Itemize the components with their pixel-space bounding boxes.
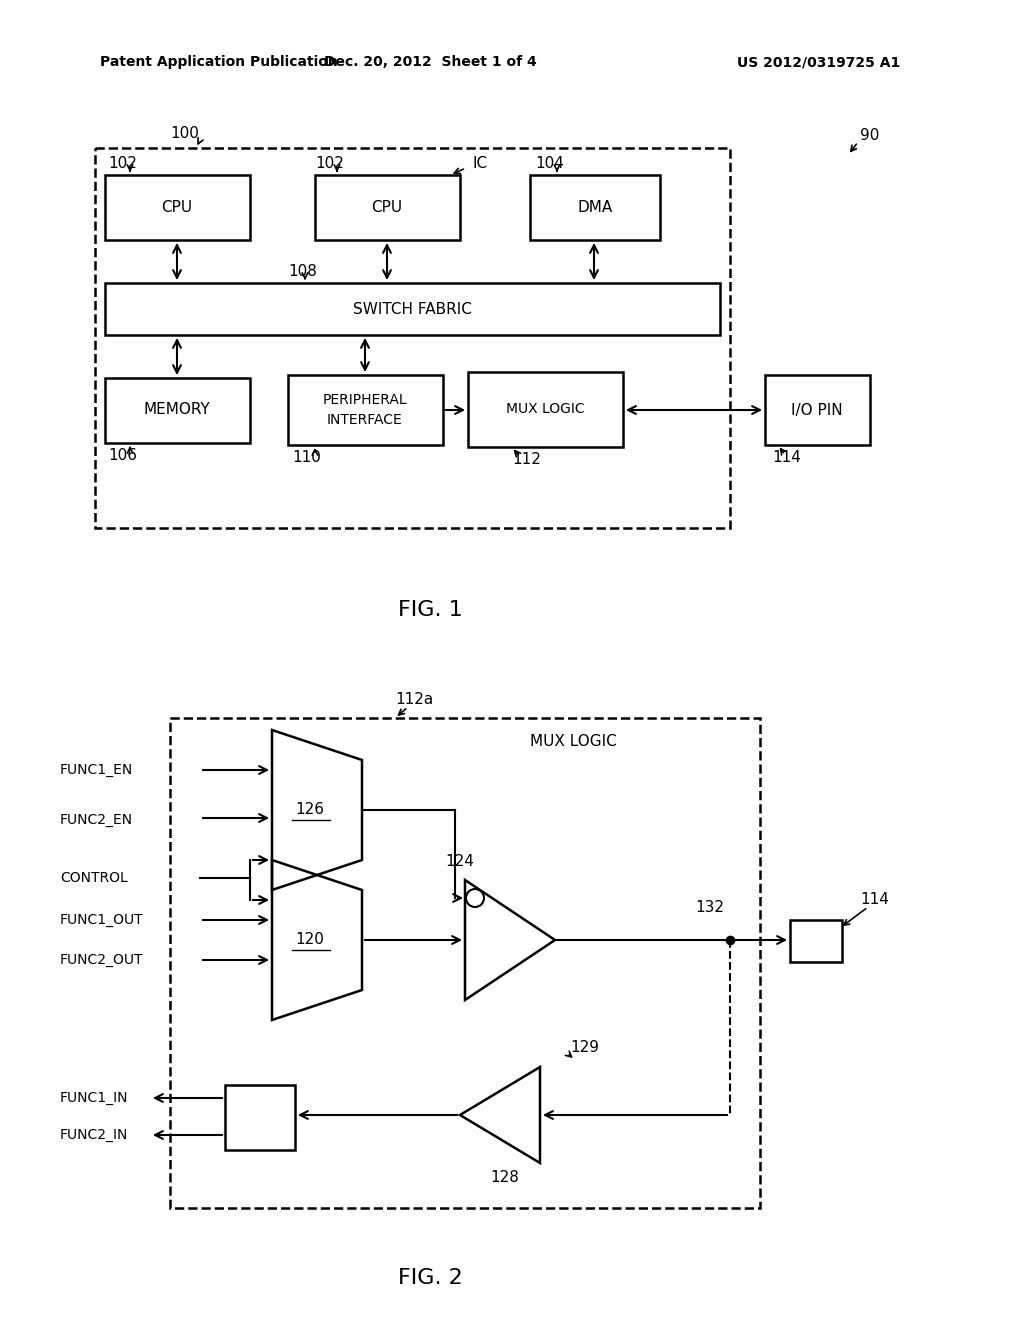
- Text: 124: 124: [445, 854, 474, 870]
- Bar: [105, 176, 250, 240]
- Text: 120: 120: [296, 932, 325, 948]
- Bar: [790, 920, 842, 962]
- Text: 112: 112: [512, 453, 541, 467]
- Bar: [288, 375, 443, 445]
- Bar: [105, 378, 250, 444]
- Text: 106: 106: [108, 447, 137, 462]
- Bar: [225, 1085, 295, 1150]
- Text: 110: 110: [292, 450, 321, 466]
- Text: SWITCH FABRIC: SWITCH FABRIC: [352, 301, 471, 317]
- Text: FIG. 1: FIG. 1: [397, 601, 463, 620]
- Text: 102: 102: [108, 156, 137, 170]
- Text: Patent Application Publication: Patent Application Publication: [100, 55, 338, 69]
- Text: 114: 114: [860, 892, 889, 908]
- Bar: [105, 282, 720, 335]
- Bar: [765, 375, 870, 445]
- Bar: [170, 718, 760, 1208]
- Bar: [468, 372, 623, 447]
- Text: 112a: 112a: [395, 693, 433, 708]
- Text: US 2012/0319725 A1: US 2012/0319725 A1: [736, 55, 900, 69]
- Text: FUNC1_EN: FUNC1_EN: [60, 763, 133, 777]
- Text: 104: 104: [535, 156, 564, 170]
- Text: MUX LOGIC: MUX LOGIC: [506, 403, 585, 416]
- Text: 108: 108: [288, 264, 316, 279]
- Text: CPU: CPU: [162, 199, 193, 214]
- Text: DMA: DMA: [578, 201, 612, 215]
- Text: 129: 129: [570, 1040, 599, 1056]
- Text: 90: 90: [860, 128, 880, 143]
- Text: FIG. 2: FIG. 2: [397, 1269, 463, 1288]
- Text: 100: 100: [171, 125, 200, 140]
- Text: FUNC2_EN: FUNC2_EN: [60, 813, 133, 828]
- Bar: [315, 176, 460, 240]
- Text: CPU: CPU: [372, 199, 402, 214]
- Text: 128: 128: [490, 1170, 519, 1184]
- Text: I/O PIN: I/O PIN: [792, 403, 843, 417]
- Text: IC: IC: [472, 156, 487, 170]
- Text: FUNC1_IN: FUNC1_IN: [60, 1092, 128, 1105]
- Text: Dec. 20, 2012  Sheet 1 of 4: Dec. 20, 2012 Sheet 1 of 4: [324, 55, 537, 69]
- Text: 102: 102: [315, 156, 344, 170]
- Text: 132: 132: [695, 900, 724, 916]
- Text: PERIPHERAL: PERIPHERAL: [323, 393, 408, 407]
- Text: FUNC2_OUT: FUNC2_OUT: [60, 953, 143, 968]
- Bar: [95, 148, 730, 528]
- Text: 114: 114: [772, 450, 801, 466]
- Text: INTERFACE: INTERFACE: [327, 413, 402, 426]
- Text: FUNC1_OUT: FUNC1_OUT: [60, 913, 143, 927]
- Text: MUX LOGIC: MUX LOGIC: [530, 734, 616, 750]
- Text: MEMORY: MEMORY: [143, 403, 210, 417]
- Bar: [530, 176, 660, 240]
- Text: CONTROL: CONTROL: [60, 871, 128, 884]
- Text: 126: 126: [296, 803, 325, 817]
- Text: FUNC2_IN: FUNC2_IN: [60, 1129, 128, 1142]
